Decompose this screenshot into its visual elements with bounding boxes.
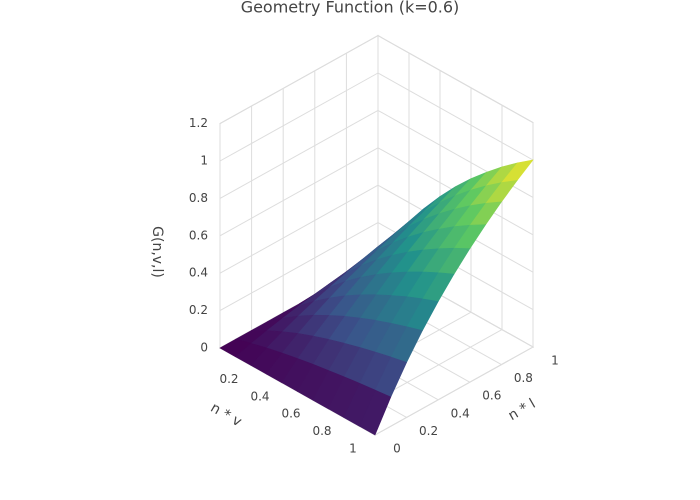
- z-axis-title: G(n,v,l): [149, 226, 165, 278]
- x-tick-label: 0.6: [281, 407, 300, 421]
- y-axis-title: n * l: [506, 396, 539, 424]
- y-tick-label: 0.2: [419, 424, 438, 438]
- grid-line: [219, 109, 379, 199]
- x-tick-label: 0.2: [219, 372, 238, 386]
- grid-line: [219, 147, 379, 237]
- z-tick-label: 0: [200, 341, 208, 355]
- grid-line: [377, 35, 534, 124]
- grid-line: [377, 72, 534, 161]
- z-tick-label: 0.6: [189, 228, 208, 242]
- x-tick-label: 0.8: [312, 424, 331, 438]
- x-tick-label: 1: [349, 442, 357, 456]
- grid-line: [219, 222, 379, 312]
- z-tick-label: 1: [200, 154, 208, 168]
- y-tick-label: 0.4: [451, 406, 470, 420]
- chart-title: Geometry Function (k=0.6): [241, 0, 460, 17]
- grid-line: [219, 184, 379, 274]
- y-tick-label: 1: [551, 354, 559, 368]
- z-tick-label: 1.2: [189, 116, 208, 130]
- y-tick-label: 0.6: [482, 389, 501, 403]
- x-tick-label: 0.4: [250, 389, 269, 403]
- x-axis-title: n * v: [208, 400, 245, 430]
- grid-line: [374, 346, 534, 436]
- y-tick-label: 0.8: [514, 371, 533, 385]
- y-tick-label: 0: [393, 442, 401, 456]
- surface-patch: [359, 389, 392, 436]
- z-tick-label: 0.8: [189, 191, 208, 205]
- grid-line: [219, 35, 379, 125]
- grid-line: [219, 72, 379, 162]
- z-tick-label: 0.4: [189, 266, 208, 280]
- z-tick-label: 0.2: [189, 303, 208, 317]
